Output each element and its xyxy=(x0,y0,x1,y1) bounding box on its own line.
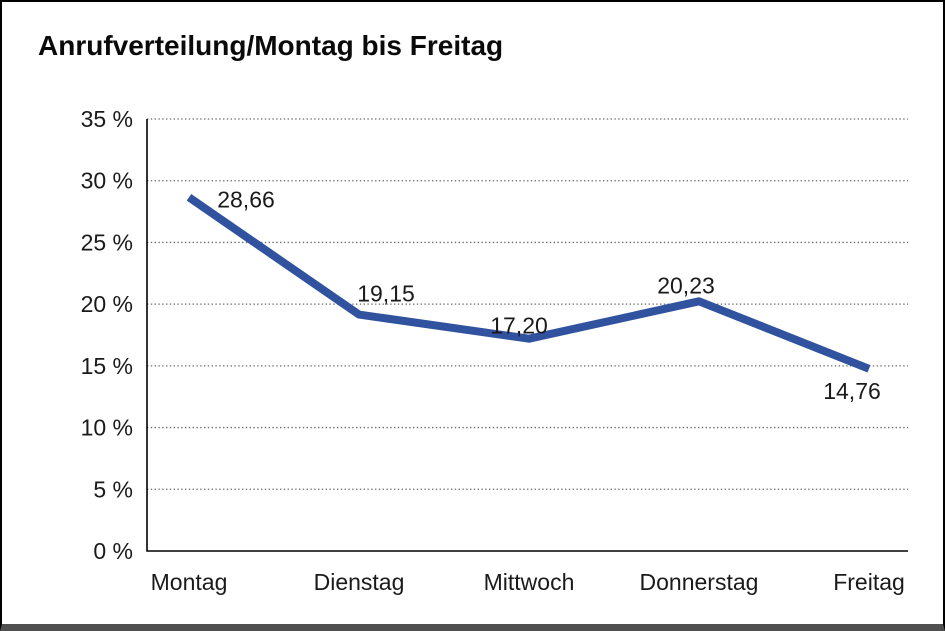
y-tick-label: 10 % xyxy=(81,415,133,441)
x-tick-label: Mittwoch xyxy=(484,569,575,595)
x-tick-label: Freitag xyxy=(833,569,905,595)
y-tick-label: 20 % xyxy=(81,291,133,317)
chart-title: Anrufverteilung/Montag bis Freitag xyxy=(38,30,504,61)
y-tick-label: 35 % xyxy=(81,106,133,132)
data-point-label: 14,76 xyxy=(823,378,881,404)
y-tick-label: 30 % xyxy=(81,168,133,194)
axes xyxy=(146,119,908,552)
data-point-label: 19,15 xyxy=(357,281,415,307)
x-tick-label: Montag xyxy=(151,569,228,595)
x-tick-label: Dienstag xyxy=(314,569,405,595)
series-line xyxy=(186,194,871,373)
y-tick-label: 25 % xyxy=(81,229,133,255)
data-point-label: 17,20 xyxy=(490,313,548,339)
data-point-label: 28,66 xyxy=(217,186,275,212)
x-tick-label: Donnerstag xyxy=(640,569,759,595)
y-tick-label: 0 % xyxy=(93,538,133,564)
y-tick-label: 15 % xyxy=(81,353,133,379)
y-tick-label: 5 % xyxy=(93,476,133,502)
data-point-label: 20,23 xyxy=(657,272,715,298)
